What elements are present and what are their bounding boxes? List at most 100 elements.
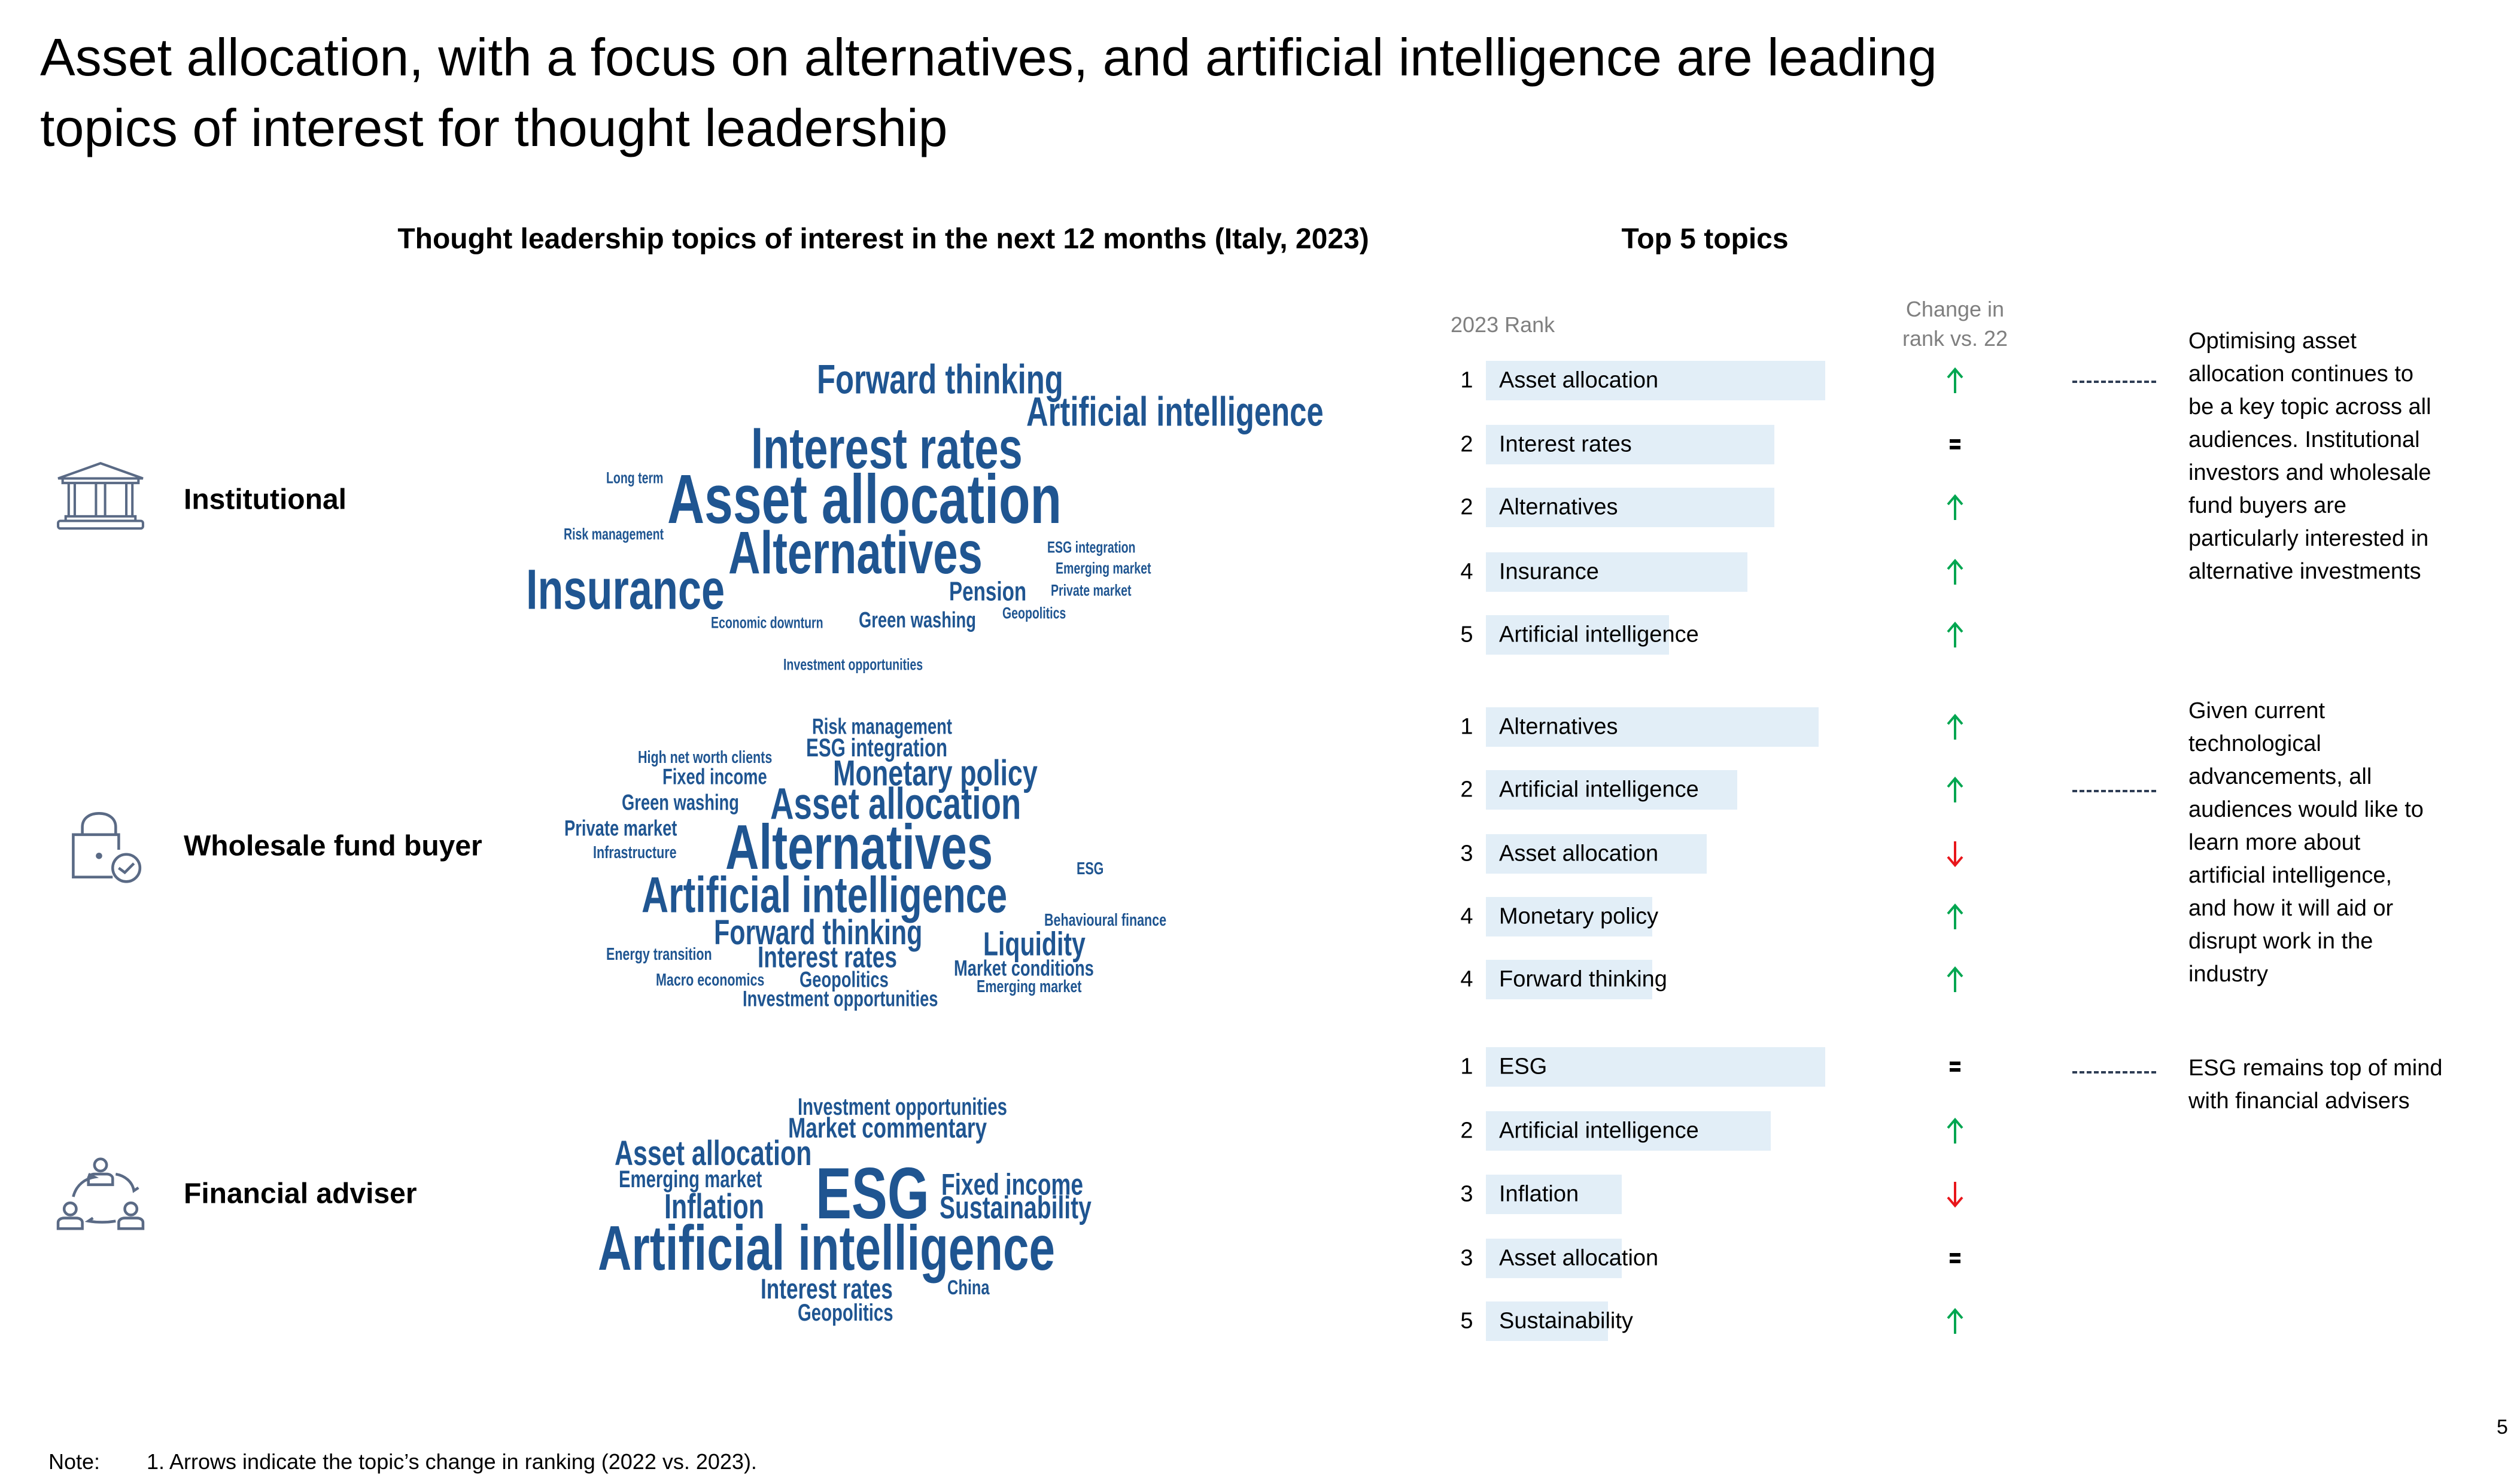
wordcloud-word: Macro economics — [656, 971, 765, 990]
wordcloud-word: Geopolitics — [799, 967, 889, 992]
commentary-line: artificial intelligence, — [2188, 863, 2393, 888]
wordcloud-word: Economic downturn — [710, 613, 823, 632]
arrow-up-icon — [1943, 776, 1967, 804]
lock-check-icon — [72, 812, 142, 883]
wordcloud-word: Insurance — [526, 558, 725, 622]
rank-number: 5 — [1460, 622, 1473, 647]
wordcloud-word: Energy transition — [606, 944, 712, 964]
topic-bar — [1486, 707, 1819, 747]
rank-number: 2 — [1460, 431, 1473, 457]
wordcloud-word: Long term — [606, 469, 664, 487]
wordcloud-word: Fixed income — [941, 1167, 1083, 1202]
connector-dash-1 — [2072, 381, 2156, 383]
arrow-down-icon — [1943, 840, 1967, 868]
wordcloud-word: Asset allocation — [615, 1133, 812, 1173]
wordcloud-word: Interest rates — [750, 415, 1023, 481]
wordcloud-word: Asset allocation — [667, 460, 1062, 539]
topic-label: Inflation — [1499, 1181, 1579, 1206]
wordcloud-word: China — [947, 1276, 990, 1300]
topic-label: Asset allocation — [1499, 841, 1659, 866]
equals-icon — [1943, 1053, 1967, 1081]
rank-number: 1 — [1460, 714, 1473, 740]
topic-bar — [1486, 1301, 1609, 1342]
title-line-1: Asset allocation, with a focus on altern… — [40, 28, 1937, 87]
commentary-line: audiences would like to — [2188, 797, 2424, 822]
wordcloud-word: Pension — [949, 576, 1027, 607]
topic-label: Artificial intelligence — [1499, 1118, 1699, 1144]
wordcloud-word: Investment opportunities — [783, 655, 923, 674]
wordcloud-word: ESG integration — [805, 734, 947, 762]
rank-number: 5 — [1460, 1308, 1473, 1334]
rank-number: 4 — [1460, 904, 1473, 929]
rank-header: 2023 Rank — [1451, 312, 1555, 337]
topic-label: Sustainability — [1499, 1308, 1633, 1334]
wordcloud-word: Behavioural finance — [1044, 911, 1167, 930]
people-cycle-icon — [56, 1157, 145, 1230]
wordcloud-word: Market conditions — [954, 956, 1095, 981]
topic-bar — [1486, 770, 1737, 810]
wordcloud-word: Monetary policy — [833, 752, 1038, 793]
topic-bar — [1486, 1111, 1771, 1151]
commentary-line: audiences. Institutional — [2188, 427, 2420, 452]
wordcloud-word: Private market — [1050, 581, 1132, 600]
rank-number: 2 — [1460, 1118, 1473, 1144]
wordcloud-word: High net worth clients — [638, 748, 773, 768]
wordcloud-word: Investment opportunities — [798, 1094, 1007, 1121]
topic-bar — [1486, 425, 1774, 465]
commentary-line: industry — [2188, 962, 2269, 987]
commentary-line: advancements, all — [2188, 764, 2372, 789]
wordcloud-word: Alternatives — [725, 811, 993, 883]
arrow-up-icon — [1943, 1307, 1967, 1335]
topic-bar — [1486, 360, 1825, 400]
arrow-up-icon — [1943, 966, 1967, 993]
change-header-line2: rank vs. 22 — [1902, 326, 2008, 351]
wordcloud-word: Market commentary — [788, 1112, 987, 1144]
wordcloud-word: Emerging market — [976, 977, 1082, 996]
topic-label: Interest rates — [1499, 431, 1632, 457]
wordcloud-word: Private market — [564, 816, 677, 841]
topic-label: Alternatives — [1499, 714, 1618, 740]
note-label: Note: — [48, 1449, 101, 1474]
topic-bar — [1486, 552, 1747, 592]
arrow-down-icon — [1943, 1181, 1967, 1208]
topic-bar — [1486, 834, 1707, 874]
topic-bar — [1486, 1174, 1622, 1214]
wordcloud-word: Forward thinking — [713, 913, 923, 953]
commentary-line: with financial advisers — [2188, 1088, 2410, 1114]
commentary-line: allocation continues to — [2188, 361, 2414, 387]
wordcloud-word: Inflation — [664, 1187, 764, 1226]
top5-title: Top 5 topics — [1621, 223, 1789, 255]
wordcloud-word: ESG — [1076, 859, 1104, 879]
wordcloud-word: Asset allocation — [770, 778, 1022, 828]
wordcloud-word: Forward thinking — [817, 356, 1064, 403]
commentary-line: fund buyers are — [2188, 493, 2347, 518]
page-number: 5 — [2497, 1416, 2508, 1439]
wordcloud-word: Geopolitics — [798, 1300, 893, 1327]
wordcloud-word: Interest rates — [757, 940, 897, 974]
connector-dash-3 — [2072, 1071, 2156, 1074]
commentary-institutional: Optimising asset allocation continues to b… — [2188, 325, 2431, 588]
arrow-up-icon — [1943, 494, 1967, 521]
commentary-line: learn more about — [2188, 830, 2361, 855]
bank-building-icon — [57, 462, 144, 530]
topic-bar — [1486, 1239, 1622, 1279]
wordcloud-word: ESG — [815, 1152, 929, 1234]
wordcloud-word: Fixed income — [662, 764, 767, 789]
commentary-adviser: ESG remains top of mind with financial ad… — [2188, 1052, 2443, 1118]
rank-number: 2 — [1460, 777, 1473, 802]
rank-number: 3 — [1460, 1245, 1473, 1271]
segment-label-adviser: Financial adviser — [184, 1178, 417, 1210]
equals-icon — [1943, 1245, 1967, 1272]
topic-label: Artificial intelligence — [1499, 622, 1699, 647]
topic-label: Insurance — [1499, 559, 1599, 585]
commentary-line: and how it will aid or — [2188, 896, 2394, 921]
wordcloud-word: Green washing — [622, 790, 740, 815]
commentary-line: Given current — [2188, 698, 2325, 723]
segment-label-wholesale: Wholesale fund buyer — [184, 830, 482, 862]
segment-label-institutional: Institutional — [184, 483, 346, 516]
rank-number: 1 — [1460, 367, 1473, 393]
equals-icon — [1943, 431, 1967, 458]
arrow-up-icon — [1943, 1117, 1967, 1145]
wordcloud-word: Alternatives — [728, 519, 983, 586]
commentary-line: be a key topic across all — [2188, 394, 2431, 419]
